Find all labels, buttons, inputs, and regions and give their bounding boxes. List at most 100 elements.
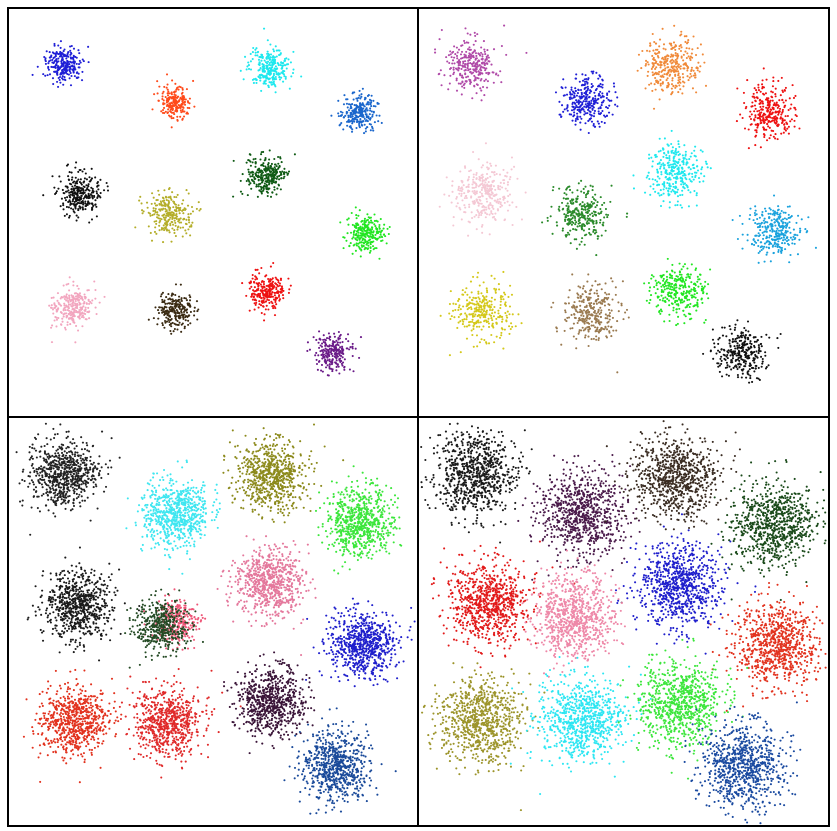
data-point [671,61,674,64]
data-point [489,193,492,196]
data-point [149,214,152,217]
data-point [580,227,583,230]
data-point [159,219,162,222]
data-point [506,171,509,174]
data-point [458,192,461,195]
data-point [87,192,90,195]
data-point [451,59,455,62]
data-point [64,185,67,188]
data-point [175,108,178,111]
data-point [70,316,73,319]
data-point [761,108,764,111]
data-point [53,42,56,45]
data-point [499,181,502,184]
data-point [161,298,164,301]
data-point [366,247,370,250]
data-point [338,337,342,340]
data-point [757,86,760,89]
data-point [677,72,680,75]
data-point [476,33,479,36]
data-point [699,43,702,46]
data-point [481,195,484,198]
data-point [355,97,358,100]
data-point [269,265,272,268]
data-point [587,131,590,135]
data-point [586,102,589,105]
data-point [456,57,459,60]
data-point [776,138,779,141]
data-point [769,110,772,113]
data-point [263,59,266,62]
data-point [473,215,476,218]
data-point [508,193,512,196]
data-point [582,83,585,87]
data-point [677,91,680,94]
data-point [58,175,61,178]
data-point [189,310,192,314]
data-point [82,192,85,195]
data-point [374,105,377,108]
data-point [360,241,363,244]
data-point [170,332,173,335]
data-point [654,61,657,65]
data-point [490,164,493,167]
data-point [260,89,263,92]
data-point [503,24,506,27]
data-point [260,59,263,62]
data-point [197,308,200,311]
data-point [264,168,267,171]
data-point [482,40,485,43]
data-point [575,247,578,250]
data-point [155,199,158,202]
data-point [572,91,575,94]
data-point [68,294,71,297]
data-point [99,196,102,199]
data-point [354,108,358,111]
data-point [57,69,60,72]
data-point [488,187,491,190]
data-point [187,192,190,195]
data-point [70,183,73,186]
data-point [648,50,651,53]
data-point [268,158,271,161]
data-point [266,50,269,53]
data-point [75,76,78,79]
data-point [174,95,177,98]
data-point [586,85,589,88]
data-point [601,92,604,95]
data-point [330,349,333,352]
data-point [480,89,483,92]
data-point [75,185,78,188]
data-point [46,74,49,77]
data-point [44,74,47,77]
data-point [283,59,286,63]
data-point [602,99,605,102]
data-point [169,322,173,325]
data-point [170,317,173,321]
data-point [65,293,68,296]
data-point [78,292,81,295]
data-point [270,162,273,166]
data-point [80,308,83,312]
data-point [748,115,751,118]
data-point [269,171,272,174]
data-point [459,170,462,173]
data-point [74,341,77,344]
data-point [281,294,285,297]
data-point [78,308,81,312]
data-point [357,242,360,245]
data-point [177,88,180,91]
data-point [383,223,386,226]
data-point [566,104,569,107]
data-point [580,240,583,243]
data-point [789,120,792,123]
data-point [178,99,181,102]
data-point [779,117,782,120]
data-point [50,304,53,307]
data-point [351,342,354,345]
data-point [580,95,583,98]
data-point [496,198,499,201]
data-point [453,45,456,48]
data-point [72,58,75,61]
data-point [438,205,441,208]
